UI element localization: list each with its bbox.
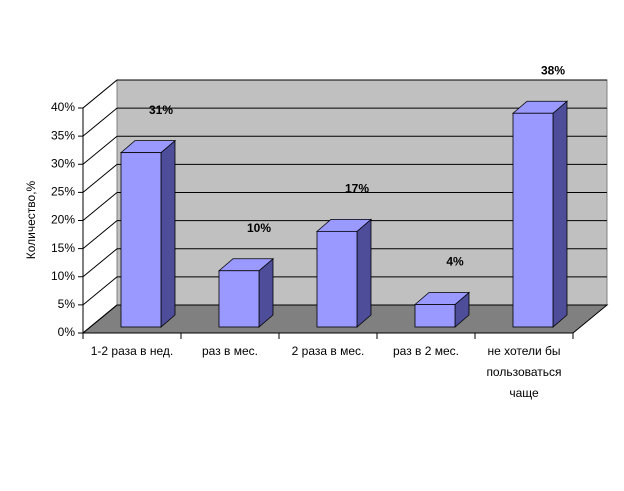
grid-line bbox=[82, 107, 118, 137]
grid-line bbox=[82, 304, 118, 334]
bar bbox=[218, 270, 260, 328]
grid-line bbox=[82, 220, 118, 250]
bar bbox=[120, 152, 162, 328]
x-tick-label: раз в 2 мес. bbox=[392, 344, 460, 358]
bar-side bbox=[160, 139, 176, 328]
x-tick-label: раз в мес. bbox=[201, 344, 258, 358]
bar-side bbox=[356, 218, 372, 328]
y-tick-label: 30% bbox=[51, 156, 75, 170]
grid-line bbox=[82, 135, 118, 165]
grid-line bbox=[82, 248, 118, 278]
bar bbox=[316, 230, 358, 328]
y-tick-label: 10% bbox=[51, 269, 75, 283]
data-label: 31% bbox=[149, 103, 173, 117]
grid-line bbox=[82, 276, 118, 306]
data-label: 4% bbox=[446, 255, 464, 269]
y-tick-label: 5% bbox=[58, 297, 76, 311]
data-label: 38% bbox=[541, 63, 565, 77]
grid-line bbox=[82, 79, 118, 109]
bar bbox=[512, 112, 554, 328]
data-label: 10% bbox=[247, 221, 271, 235]
bar bbox=[414, 304, 456, 328]
grid-line bbox=[82, 163, 118, 193]
x-tick-label: не хотели бы пользоваться чаще bbox=[486, 344, 562, 400]
bar-side bbox=[552, 100, 568, 328]
x-tick-label: 1-2 раза в нед. bbox=[90, 344, 174, 358]
grid-line bbox=[82, 192, 118, 221]
y-tick-label: 0% bbox=[58, 325, 76, 339]
y-tick-label: 15% bbox=[51, 241, 75, 255]
y-tick-label: 25% bbox=[51, 185, 75, 199]
x-tick-label: 2 раза в мес. bbox=[291, 344, 365, 358]
data-label: 17% bbox=[345, 182, 369, 196]
y-axis-label: Количество,% bbox=[24, 180, 38, 259]
y-tick-label: 20% bbox=[51, 213, 75, 227]
y-tick-label: 35% bbox=[51, 128, 75, 142]
y-tick-label: 40% bbox=[51, 100, 75, 114]
